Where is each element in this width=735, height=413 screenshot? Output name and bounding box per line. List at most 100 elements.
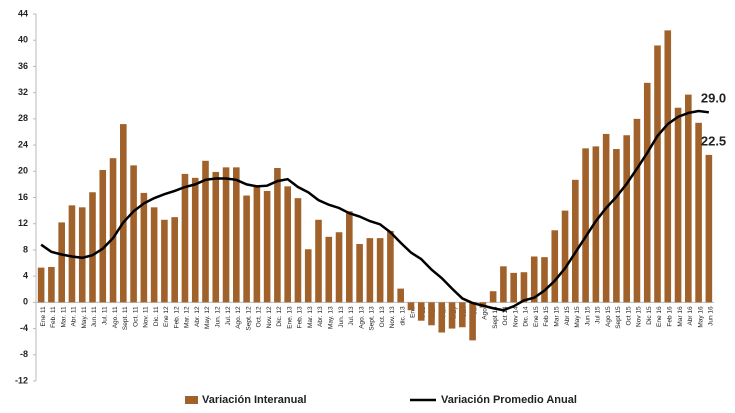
x-tick-label: Jun. 11 — [91, 306, 98, 327]
bar — [294, 198, 302, 303]
x-tick-label: Oct. 13 — [379, 306, 386, 327]
x-tick-label: Ene 11 — [40, 306, 47, 327]
x-tick-label: Oct 15 — [625, 306, 632, 326]
bar — [161, 219, 168, 303]
x-tick-label: Nov. 13 — [389, 306, 396, 328]
y-tick-label: 12 — [18, 218, 28, 228]
bar — [664, 30, 672, 303]
bar — [397, 288, 404, 303]
x-tick-label: Ene 16 — [656, 306, 663, 327]
bar — [274, 168, 281, 303]
x-tick-label: Jul. 12 — [225, 306, 232, 326]
x-tick-label: May 16 — [697, 306, 704, 328]
x-tick-label: Sept 14 — [492, 306, 499, 329]
y-tick-label: 16 — [18, 192, 28, 202]
bar — [407, 302, 415, 311]
y-tick-label: 8 — [23, 244, 28, 254]
bar — [181, 173, 189, 303]
y-tick-label: -4 — [20, 323, 28, 333]
bar — [109, 158, 117, 303]
bar — [202, 160, 209, 303]
value-label: 29.0 — [701, 91, 726, 106]
bar — [233, 167, 240, 303]
x-tick-label: Ago. — [482, 306, 489, 320]
bar — [541, 257, 548, 303]
x-tick-label: Oct. 11 — [132, 306, 139, 327]
y-tick-label: 36 — [18, 61, 28, 71]
x-tick-label: Jun 15 — [584, 306, 591, 326]
x-tick-label: Abr 15 — [564, 306, 571, 326]
bar — [346, 211, 353, 303]
x-tick-label: Ene. 13 — [286, 306, 293, 329]
x-tick-label: Mar 15 — [553, 306, 560, 327]
bar — [448, 302, 456, 329]
y-tick-label: 44 — [18, 8, 28, 18]
x-tick-label: Jun 16 — [708, 306, 715, 326]
x-tick-label: Dic. 12 — [276, 306, 283, 327]
bar — [253, 187, 261, 303]
bar — [582, 148, 589, 303]
x-tick-label: Ene — [410, 306, 417, 318]
x-tick-label: Oct. 12 — [256, 306, 263, 327]
x-tick-label: Dic 15 — [646, 306, 653, 325]
bar — [623, 135, 630, 303]
bar — [89, 192, 96, 303]
legend-label: Variación Interanual — [202, 394, 307, 406]
bar — [120, 124, 127, 303]
x-tick-label: Nov. 12 — [266, 306, 273, 328]
x-tick-label: Jun. 12 — [214, 306, 221, 328]
x-tick-label: Sept. 13 — [369, 306, 376, 331]
x-tick-label: May. 12 — [204, 306, 211, 329]
bar — [335, 232, 343, 303]
bar — [500, 266, 507, 303]
bar — [263, 190, 271, 303]
x-tick-label: Abr. 13 — [317, 306, 324, 327]
bar — [459, 302, 466, 328]
y-tick-label: -8 — [20, 349, 28, 359]
x-tick-label: Feb. 13 — [297, 306, 304, 328]
x-tick-label: Jun. 13 — [338, 306, 345, 328]
bar — [48, 266, 55, 303]
bar — [212, 171, 220, 303]
x-tick-label: Mar. 13 — [307, 306, 314, 328]
bar — [171, 217, 178, 303]
bar — [68, 205, 76, 303]
bar — [489, 291, 497, 303]
bar — [304, 249, 312, 303]
bar — [387, 230, 394, 303]
bar — [366, 238, 374, 303]
line — [40, 109, 710, 312]
bar — [356, 244, 363, 303]
bar — [592, 146, 600, 303]
bar — [469, 302, 476, 341]
bar — [551, 230, 559, 303]
x-tick-label: Nov 14 — [512, 306, 519, 327]
bar — [695, 122, 702, 303]
x-tick-label: Abr. 12 — [194, 306, 201, 327]
x-tick-label: Ago. 13 — [358, 306, 365, 329]
bar — [572, 179, 579, 303]
y-tick-label: 0 — [23, 297, 28, 307]
x-tick-label: Sept 15 — [615, 306, 622, 329]
x-tick-label: May. 13 — [327, 306, 334, 329]
bar — [243, 195, 250, 303]
x-tick-label: Jul. 13 — [348, 306, 355, 326]
x-tick-label: May 15 — [574, 306, 581, 328]
x-tick-label: Ago. 12 — [235, 306, 242, 329]
y-tick-label: -12 — [15, 375, 28, 385]
bar — [37, 267, 45, 303]
bar — [520, 272, 528, 303]
x-tick-label: Nov 15 — [636, 306, 643, 327]
bar — [58, 222, 65, 303]
x-tick-label: May. 11 — [81, 306, 88, 329]
bar — [510, 272, 517, 303]
x-tick-label: Feb 16 — [666, 306, 673, 327]
x-tick-label: Feb 15 — [543, 306, 550, 327]
bar — [417, 302, 425, 321]
x-tick-label: Feb. 12 — [173, 306, 180, 328]
bar — [376, 238, 384, 303]
legend-label: Variación Promedio Anual — [441, 394, 577, 406]
x-tick-label: Sept. 12 — [245, 306, 252, 331]
x-tick-label: dic. 13 — [399, 306, 406, 326]
